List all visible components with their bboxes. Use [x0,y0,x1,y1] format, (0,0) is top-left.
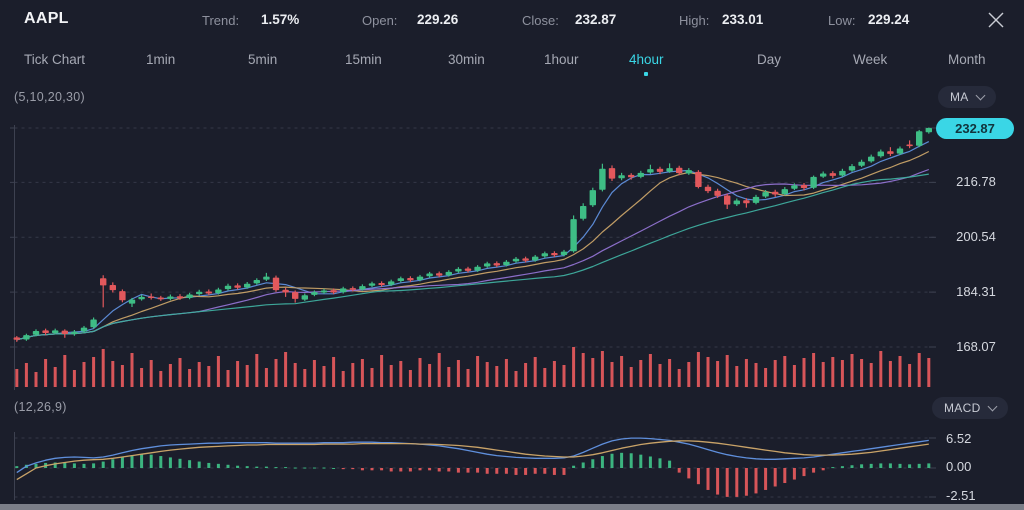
macd-indicator-selector[interactable]: MACD [932,397,1008,419]
price-axis-label: 200.54 [956,229,996,244]
tab-5min[interactable]: 5min [248,52,278,67]
tab-15min[interactable]: 15min [345,52,382,67]
macd-axis-label: 6.52 [946,431,972,446]
macd-params-label: (12,26,9) [14,400,67,414]
tab-day[interactable]: Day [757,52,782,67]
tab-week[interactable]: Week [853,52,888,67]
price-axis-label: 168.07 [956,339,996,354]
tab-1min[interactable]: 1min [146,52,176,67]
open-label: Open: [362,13,398,28]
tab-4hour[interactable]: 4hour [629,52,664,67]
current-price-badge: 232.87 [936,118,1014,139]
low-label: Low: [828,13,856,28]
tab-30min[interactable]: 30min [448,52,485,67]
macd-axis-label: -2.51 [946,488,976,503]
tab-month[interactable]: Month [948,52,986,67]
ma-params-label: (5,10,20,30) [14,90,86,104]
price-axis-label: 216.78 [956,174,996,189]
chevron-down-icon [987,401,997,411]
high-label: High: [679,13,710,28]
macd-axis-label: 0.00 [946,459,972,474]
close-value: 232.87 [575,12,617,27]
ma-indicator-selector[interactable]: MA [938,86,996,108]
open-value: 229.26 [417,12,459,27]
trend-label: Trend: [202,13,240,28]
price-axis-label: 184.31 [956,284,996,299]
trend-value: 1.57% [261,12,300,27]
tab-tick-chart[interactable]: Tick Chart [24,52,86,67]
high-value: 233.01 [722,12,764,27]
close-button[interactable] [984,8,1008,32]
bottom-edge-strip [0,504,1024,510]
close-label: Close: [522,13,559,28]
low-value: 229.24 [868,12,910,27]
chevron-down-icon [975,90,986,100]
symbol-title: AAPL [24,10,69,27]
macd-selector-label: MACD [944,401,981,415]
tab-1hour[interactable]: 1hour [544,52,579,67]
close-icon [988,12,1004,28]
ma-selector-label: MA [950,90,969,104]
